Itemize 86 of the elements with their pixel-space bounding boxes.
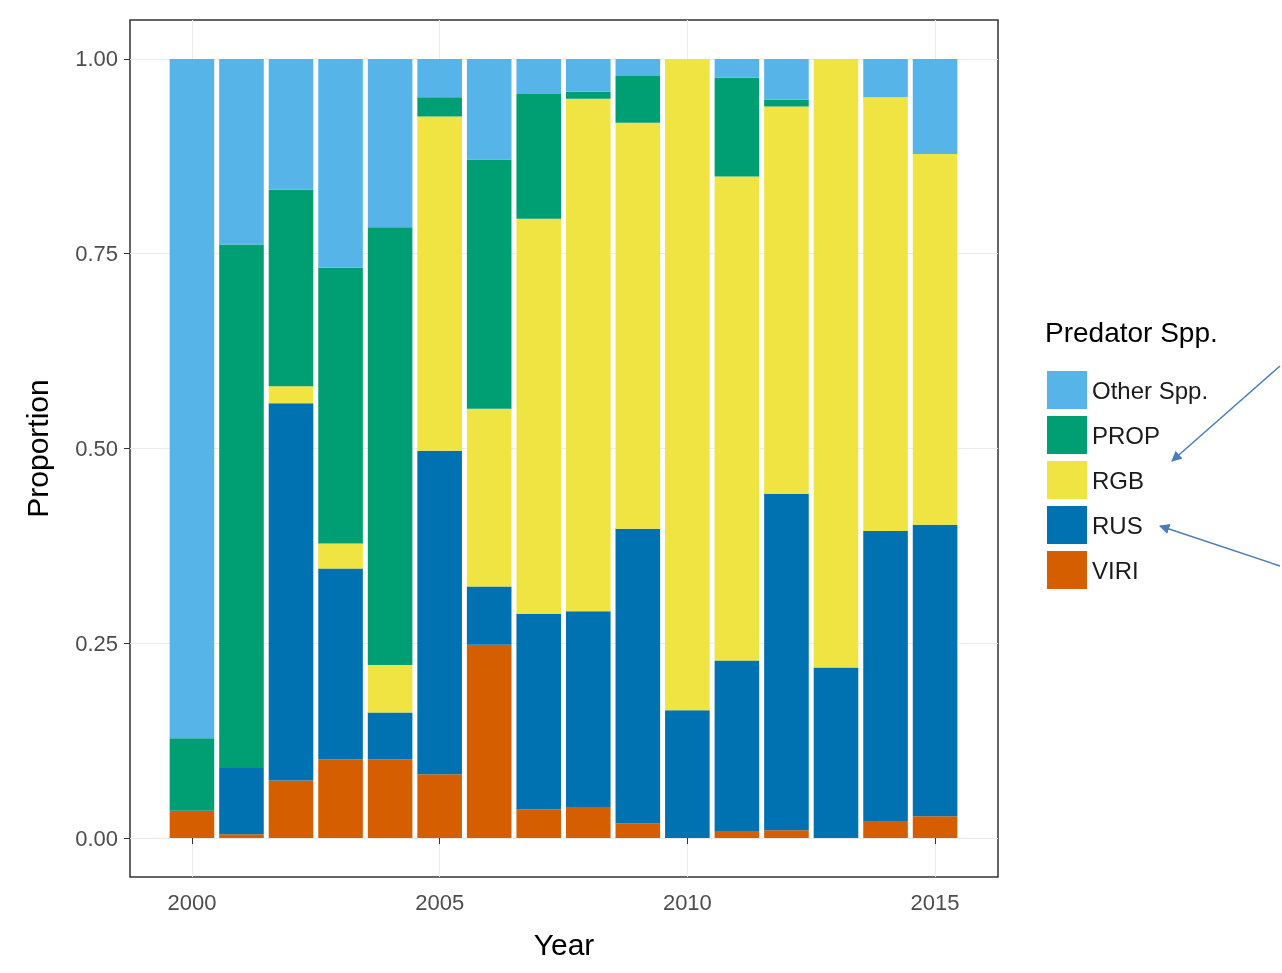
bar: [764, 106, 809, 494]
bar: [863, 97, 908, 532]
bar: [764, 830, 809, 839]
bar: [466, 408, 512, 587]
bar: [268, 58, 314, 190]
bar: [219, 834, 264, 839]
bar: [466, 58, 512, 160]
bar: [516, 218, 562, 614]
x-tick-label: 2015: [910, 889, 960, 915]
bar: [268, 780, 314, 839]
bar: [219, 244, 264, 768]
bar: [219, 58, 264, 245]
bar: [565, 806, 611, 839]
bar: [318, 267, 363, 544]
legend-label: RUS: [1092, 511, 1143, 539]
bar: [516, 58, 562, 95]
bar: [863, 58, 908, 98]
x-tick-label: 2005: [415, 889, 465, 915]
bar: [417, 97, 462, 117]
bar: [516, 94, 562, 219]
bar: [764, 99, 809, 107]
bar: [367, 759, 413, 839]
bar: [516, 809, 562, 839]
bar: [665, 58, 710, 711]
bar: [912, 58, 958, 154]
y-tick-label: 0.00: [75, 825, 118, 851]
y-tick-label: 0.25: [75, 630, 118, 656]
legend-label: RGB: [1092, 466, 1145, 494]
bar: [417, 774, 462, 839]
y-tick-label: 0.50: [75, 436, 118, 461]
bar: [367, 712, 413, 760]
bar: [615, 122, 661, 529]
legend-label: PROP: [1092, 421, 1161, 449]
bar: [367, 58, 413, 228]
bar: [615, 823, 661, 839]
bar: [417, 58, 462, 98]
bar: [466, 586, 512, 645]
x-tick-label: 2010: [662, 889, 712, 915]
bar: [268, 403, 314, 781]
bar: [367, 665, 413, 713]
bar: [615, 58, 661, 77]
bar: [169, 58, 215, 739]
bar: [912, 524, 958, 817]
y-tick-label: 0.75: [75, 241, 118, 267]
bar: [714, 660, 760, 832]
bar: [417, 116, 462, 451]
bar: [565, 98, 611, 612]
bar: [813, 58, 859, 668]
bar: [764, 493, 809, 831]
bar: [516, 613, 562, 810]
bar: [565, 91, 611, 99]
bar: [912, 816, 958, 839]
bar: [813, 667, 859, 839]
bar: [912, 154, 958, 525]
bar: [219, 767, 264, 835]
bar: [565, 58, 611, 92]
bar: [863, 820, 908, 839]
bar: [714, 58, 760, 78]
bar: [318, 568, 363, 760]
bar: [714, 176, 760, 661]
y-tick-label: 1.00: [75, 46, 118, 72]
bar: [367, 227, 413, 666]
bar: [466, 159, 512, 409]
bar: [169, 738, 215, 811]
bar: [268, 189, 314, 387]
bar: [764, 58, 809, 100]
bar: [318, 58, 363, 268]
x-axis-title: Year: [533, 927, 595, 961]
bar: [863, 531, 908, 821]
bar: [169, 810, 215, 839]
bar: [714, 77, 760, 177]
bar: [615, 76, 661, 123]
bar: [565, 611, 611, 807]
bar: [466, 644, 512, 839]
bar: [268, 386, 314, 404]
bar: [417, 450, 462, 775]
bar: [318, 543, 363, 569]
bar: [665, 710, 710, 839]
y-axis-title: Proportion: [20, 379, 54, 518]
bar: [714, 831, 760, 839]
bar: [615, 528, 661, 824]
legend-title: Predator Spp.: [1045, 316, 1218, 348]
legend-label: Other Spp.: [1092, 376, 1209, 404]
x-tick-label: 2000: [167, 889, 217, 915]
bar: [318, 759, 363, 839]
legend-label: VIRI: [1092, 556, 1139, 584]
